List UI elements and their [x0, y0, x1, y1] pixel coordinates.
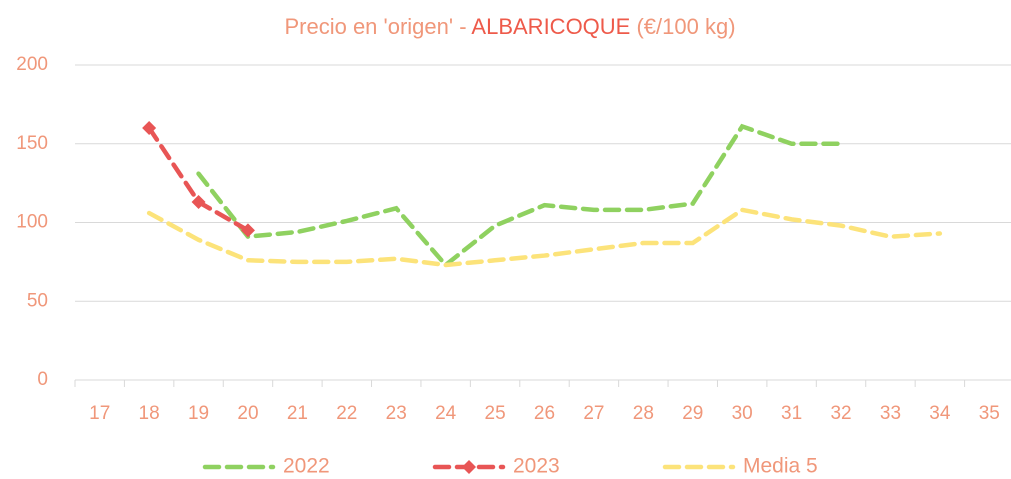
x-tick-label: 24 [435, 403, 457, 424]
y-tick-label: 150 [16, 133, 48, 154]
point-marker [142, 121, 157, 135]
x-tick-label: 22 [336, 403, 357, 424]
y-tick-label: 50 [27, 290, 48, 311]
x-tick-label: 19 [188, 403, 209, 424]
x-tick-label: 33 [880, 403, 901, 424]
x-tick-label: 28 [633, 403, 654, 424]
x-tick-label: 20 [237, 403, 258, 424]
x-tick-label: 29 [682, 403, 703, 424]
y-tick-label: 0 [37, 369, 48, 390]
x-tick-label: 17 [89, 403, 110, 424]
point-marker [191, 195, 206, 210]
x-tick-label: 35 [979, 403, 1000, 424]
x-tick-label: 30 [732, 403, 753, 424]
y-tick-label: 100 [16, 212, 48, 233]
legend-marker [462, 460, 476, 474]
series-line [146, 207, 943, 268]
x-tick-label: 34 [929, 403, 951, 424]
x-tick-label: 18 [139, 403, 160, 424]
x-tick-label: 27 [583, 403, 604, 424]
title-part: Precio en 'origen' - [284, 14, 471, 39]
chart-title: Precio en 'origen' - ALBARICOQUE (€/100 … [284, 14, 735, 39]
y-tick-label: 200 [16, 54, 48, 75]
x-tick-label: 26 [534, 403, 555, 424]
title-part: ALBARICOQUE [471, 14, 630, 39]
legend-label: Media 5 [743, 455, 818, 478]
x-tick-label: 23 [386, 403, 407, 424]
title-part: (€/100 kg) [630, 14, 735, 39]
x-tick-label: 31 [781, 403, 802, 424]
x-tick-label: 32 [830, 403, 851, 424]
series-line [196, 123, 844, 269]
x-tick-label: 21 [287, 403, 308, 424]
legend-label: 2023 [513, 455, 560, 478]
x-tick-label: 25 [485, 403, 506, 424]
point-marker [240, 223, 255, 238]
legend-label: 2022 [283, 455, 330, 478]
